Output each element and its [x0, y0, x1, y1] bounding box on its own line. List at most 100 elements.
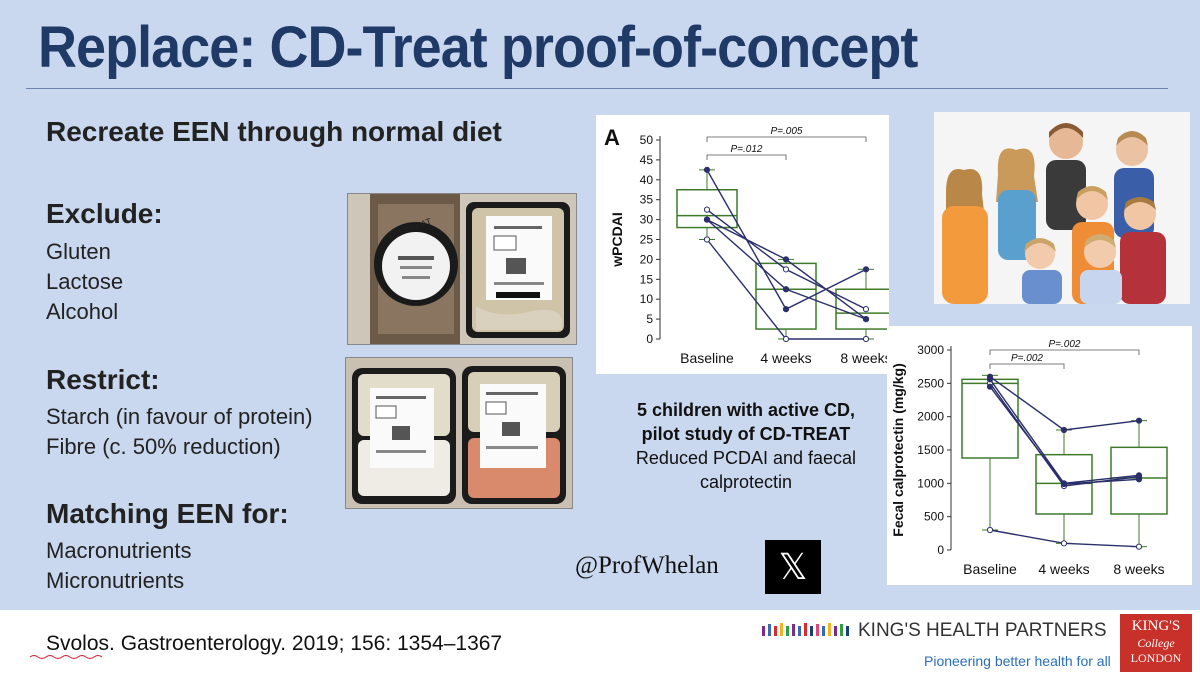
caption-line: Reduced PCDAI and faecal: [635, 448, 857, 468]
patient-point: [1135, 417, 1143, 424]
y-tick-label: 1500: [917, 443, 944, 457]
wpcdai-chart: A 0 5 10 15 20 25 30 35 40 45 50 wPCDAI Baseline 4 wee…: [604, 125, 897, 366]
caption-line: 5 children with active CD,: [636, 400, 856, 420]
y-tick-label: 10: [640, 292, 654, 306]
twitter-handle[interactable]: @ProfWhelan: [575, 552, 719, 579]
y-tick-label: 20: [640, 252, 654, 266]
patient-point: [1060, 480, 1068, 487]
patient-point: [703, 216, 711, 223]
patient-point: [986, 376, 994, 383]
meal-photo-bottom: [345, 357, 573, 509]
patient-point: [782, 266, 790, 273]
chart-panel-label: A: [604, 125, 620, 150]
y-axis-label: wPCDAI: [609, 212, 625, 267]
meal-photo-bottom-drawing: [346, 358, 572, 508]
partner-name: KING'S HEALTH PARTNERS: [858, 620, 1107, 641]
y-tick-label: 40: [640, 173, 654, 187]
significance-bracket: [706, 136, 867, 142]
partner-tagline: Pioneering better health for all: [924, 653, 1111, 669]
x-tick-label: Baseline: [963, 561, 1017, 577]
patient-point: [1060, 426, 1068, 434]
x-logo-icon[interactable]: 𝕏: [765, 540, 821, 594]
footer: Svolos. Gastroenterology. 2019; 156: 135…: [0, 610, 1200, 676]
kcl-logo: KING'S College LONDON: [1120, 614, 1192, 672]
restrict-item: Starch (in favour of protein): [46, 404, 313, 429]
calprotectin-chart: 0 500 1000 1500 2000 2500 3000 Fecal calprotect…: [890, 339, 1168, 577]
patient-point: [862, 266, 870, 273]
y-tick-label: 35: [640, 193, 654, 207]
patient-point: [986, 526, 994, 534]
y-tick-label: 5: [646, 312, 653, 326]
y-tick-label: 45: [640, 153, 654, 167]
significance-label: P=.005: [771, 126, 803, 137]
y-tick-label: 15: [640, 272, 654, 286]
matching-item: Micronutrients: [46, 568, 185, 593]
box-iqr: [1035, 453, 1093, 515]
significance-bracket: [989, 363, 1065, 369]
restrict-heading: Restrict:: [46, 364, 160, 395]
patient-point: [1060, 540, 1068, 547]
box-iqr: [676, 189, 738, 229]
patient-point: [782, 286, 790, 293]
patient-point: [782, 335, 790, 343]
subtitle: Recreate EEN through normal diet: [46, 116, 502, 147]
x-tick-label: Baseline: [680, 350, 734, 366]
patient-point: [862, 306, 870, 313]
meal-photo-top: CD-TREAT: [347, 193, 577, 345]
slide-title: Replace: CD-Treat proof-of-concept: [38, 15, 918, 80]
restrict-item: Fibre (c. 50% reduction): [46, 434, 281, 459]
calprotectin-chart-panel: 0 500 1000 1500 2000 2500 3000 Fecal calprotect…: [887, 326, 1192, 585]
x-tick-label: 8 weeks: [840, 350, 889, 366]
patient-point: [986, 383, 994, 390]
kcl-logo-line: LONDON: [1130, 651, 1182, 665]
x-tick-label: 4 weeks: [1038, 561, 1089, 577]
caption-line: calprotectin: [699, 472, 793, 492]
study-caption: 5 children with active CD, pilot study o…: [596, 398, 896, 494]
y-tick-label: 25: [640, 233, 654, 247]
patient-point: [782, 256, 790, 263]
significance-label: P=.012: [731, 144, 763, 155]
wpcdai-chart-panel: A 0 5 10 15 20 25 30 35 40 45 50 wPCDAI Baseline 4 wee…: [596, 115, 897, 374]
kcl-logo-line: KING'S: [1131, 618, 1181, 634]
meal-photo-top-drawing: CD-TREAT: [348, 194, 576, 344]
y-tick-label: 1000: [917, 476, 944, 490]
significance-bracket: [706, 154, 787, 160]
children-photo-drawing: [934, 112, 1190, 304]
significance-bracket: [989, 349, 1140, 355]
box-iqr: [835, 288, 897, 330]
patient-point: [782, 306, 790, 313]
patient-line: [989, 376, 1140, 431]
patient-point: [862, 316, 870, 323]
significance-label: P=.002: [1011, 353, 1043, 364]
children-photo: [934, 112, 1190, 304]
y-axis-label: Fecal calprotectin (mg/kg): [890, 363, 906, 536]
patient-point: [1135, 543, 1143, 550]
y-tick-label: 500: [924, 510, 944, 524]
y-tick-label: 30: [640, 213, 654, 227]
box-iqr: [755, 262, 817, 330]
patient-point: [703, 166, 711, 173]
patient-point: [1135, 472, 1143, 479]
exclude-heading: Exclude:: [46, 198, 163, 229]
citation: Svolos. Gastroenterology. 2019; 156: 135…: [46, 632, 503, 655]
patient-point: [703, 236, 711, 243]
citation-underline-icon: [29, 655, 103, 659]
exclude-item: Lactose: [46, 269, 124, 294]
exclude-item: Gluten: [46, 239, 111, 264]
matching-heading: Matching EEN for:: [46, 498, 289, 529]
x-tick-label: 8 weeks: [1113, 561, 1164, 577]
exclude-item: Alcohol: [46, 299, 119, 324]
kcl-logo-line: College: [1137, 636, 1175, 650]
x-tick-label: 4 weeks: [760, 350, 811, 366]
title-divider: [26, 88, 1168, 89]
patient-point: [703, 206, 711, 213]
significance-label: P=.002: [1049, 339, 1081, 350]
y-tick-label: 0: [937, 543, 944, 557]
y-tick-label: 2500: [917, 376, 944, 390]
matching-item: Macronutrients: [46, 538, 192, 563]
caption-line: pilot study of CD-TREAT: [641, 424, 851, 444]
y-tick-label: 0: [646, 332, 653, 346]
patient-point: [862, 335, 870, 343]
y-tick-label: 50: [640, 133, 654, 147]
partner-logo-icon: [762, 623, 849, 636]
